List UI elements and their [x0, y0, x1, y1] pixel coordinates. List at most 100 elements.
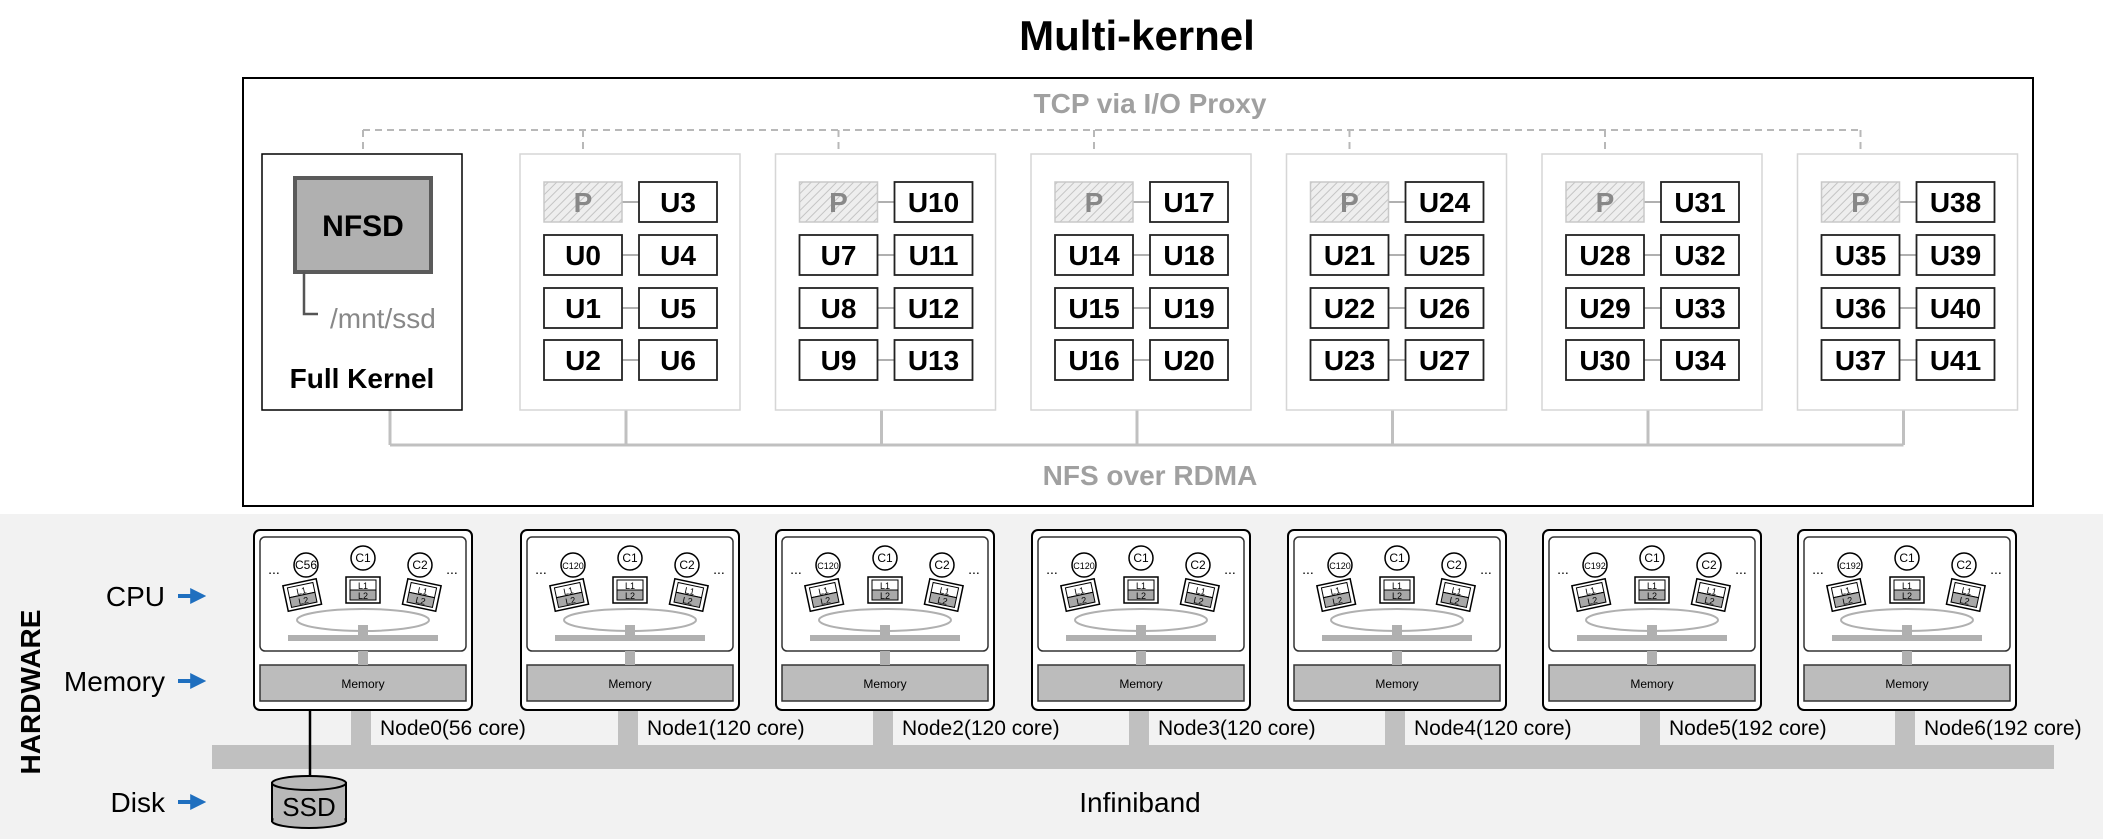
- core-label: C2: [1190, 558, 1206, 572]
- kernel-group: P U38 U35 U39 U36 U40 U37 U41: [1796, 153, 2019, 411]
- l1-label: L1: [562, 585, 574, 597]
- ellipsis: ...: [1046, 561, 1058, 577]
- ellipsis: ...: [446, 561, 458, 577]
- hardware-node: Memory... ...C120L1L2C1L1L2C2L1L2Node2(12…: [775, 529, 1060, 746]
- node-label: Node3(120 core): [1158, 717, 1316, 740]
- core-circle: [1951, 552, 1977, 578]
- node-interconnect: [1640, 710, 1660, 746]
- user-kernel-label: U30: [1579, 345, 1630, 376]
- user-kernel-cell: [1054, 287, 1134, 329]
- cpu-bus: [555, 635, 705, 641]
- user-kernel-cell: [1149, 287, 1229, 329]
- cpu-memory-link: [1902, 651, 1912, 665]
- user-kernel-cell: [1565, 287, 1645, 329]
- l1-label: L1: [880, 581, 890, 591]
- l2-label: L2: [298, 595, 310, 607]
- memory-block: [781, 664, 989, 702]
- kernel-group: P U17 U14 U18 U15 U19 U16 U20: [1030, 153, 1252, 411]
- core-label: C1: [877, 551, 893, 565]
- l2-label: L2: [880, 591, 890, 601]
- l2-cache: [1066, 591, 1096, 609]
- user-kernel-label: U37: [1835, 345, 1886, 376]
- ellipsis: ...: [968, 561, 980, 577]
- core-label: C2: [1446, 558, 1462, 572]
- hardware-node: Memory... ...C120L1L2C1L1L2C2L1L2Node1(12…: [520, 529, 805, 746]
- memory-block: [259, 664, 467, 702]
- l1-label: L1: [939, 585, 951, 597]
- core-label: C120: [1329, 561, 1351, 571]
- cpu-memory-link: [880, 651, 890, 665]
- core-label: C120: [817, 561, 839, 571]
- core-circle: [872, 545, 898, 571]
- core-circle: [815, 552, 841, 578]
- disk-label: Disk: [111, 787, 166, 818]
- proxy-label: P: [574, 187, 593, 218]
- l2-cache: [1577, 591, 1607, 609]
- l2-label: L2: [682, 595, 694, 607]
- l1-label: L1: [1073, 585, 1085, 597]
- l2-cache: [1832, 591, 1862, 609]
- user-kernel-label: U4: [660, 240, 696, 271]
- user-kernel-cell: [543, 234, 623, 276]
- cpu-bus: [810, 635, 960, 641]
- l2-label: L2: [1449, 595, 1461, 607]
- user-kernel-label: U5: [660, 293, 696, 324]
- core-label: C2: [679, 558, 695, 572]
- core-label: C120: [562, 561, 584, 571]
- proxy-label: P: [1085, 187, 1104, 218]
- user-kernel-label: U15: [1068, 293, 1119, 324]
- l1-label: L1: [417, 585, 429, 597]
- user-kernel-cell: [1820, 339, 1901, 381]
- l2-cache: [1695, 591, 1725, 609]
- cpu-memory-link: [625, 651, 635, 665]
- l2-label: L2: [1647, 591, 1657, 601]
- cpu-bus-link: [880, 625, 890, 637]
- l2-label: L2: [1332, 595, 1344, 607]
- l1-label: L1: [1902, 581, 1912, 591]
- user-kernel-cell: [1915, 339, 1996, 381]
- user-kernel-label: U36: [1835, 293, 1886, 324]
- page-title: Multi-kernel: [1019, 12, 1255, 59]
- node-interconnect: [351, 710, 371, 746]
- user-kernel-cell: [1915, 234, 1996, 276]
- ellipsis: ...: [1735, 561, 1747, 577]
- l2-cache: [1322, 591, 1352, 609]
- l1-label: L1: [684, 585, 696, 597]
- hardware-node: Memory... ...C56L1L2C1L1L2C2L1L2Node0(56 …: [253, 529, 526, 746]
- core-label: C1: [1644, 551, 1660, 565]
- l2-label: L2: [415, 595, 427, 607]
- core-circle: [293, 552, 319, 578]
- mount-connector: [302, 272, 318, 316]
- l2-label: L2: [1136, 591, 1146, 601]
- l1-label: L1: [1706, 585, 1718, 597]
- core-circle: [1384, 545, 1410, 571]
- ssd-icon: [271, 775, 347, 829]
- nfs-rdma-label: NFS over RDMA: [1043, 460, 1258, 491]
- memory-block: [1548, 664, 1756, 702]
- l2-label: L2: [358, 591, 368, 601]
- ellipsis: ...: [1480, 561, 1492, 577]
- user-kernel-cell: [1915, 181, 1996, 223]
- l2-cache: [616, 589, 644, 601]
- cpu-bus: [1322, 635, 1472, 641]
- user-kernel-cell: [1404, 287, 1485, 329]
- ellipsis: ...: [535, 561, 547, 577]
- cpu-bus: [288, 635, 438, 641]
- l2-cache: [928, 591, 958, 609]
- l1-label: L1: [358, 581, 368, 591]
- l2-label: L2: [625, 591, 635, 601]
- user-kernel-cell: [1565, 339, 1645, 381]
- hardware-node: Memory... ...C120L1L2C1L1L2C2L1L2Node4(12…: [1287, 529, 1572, 746]
